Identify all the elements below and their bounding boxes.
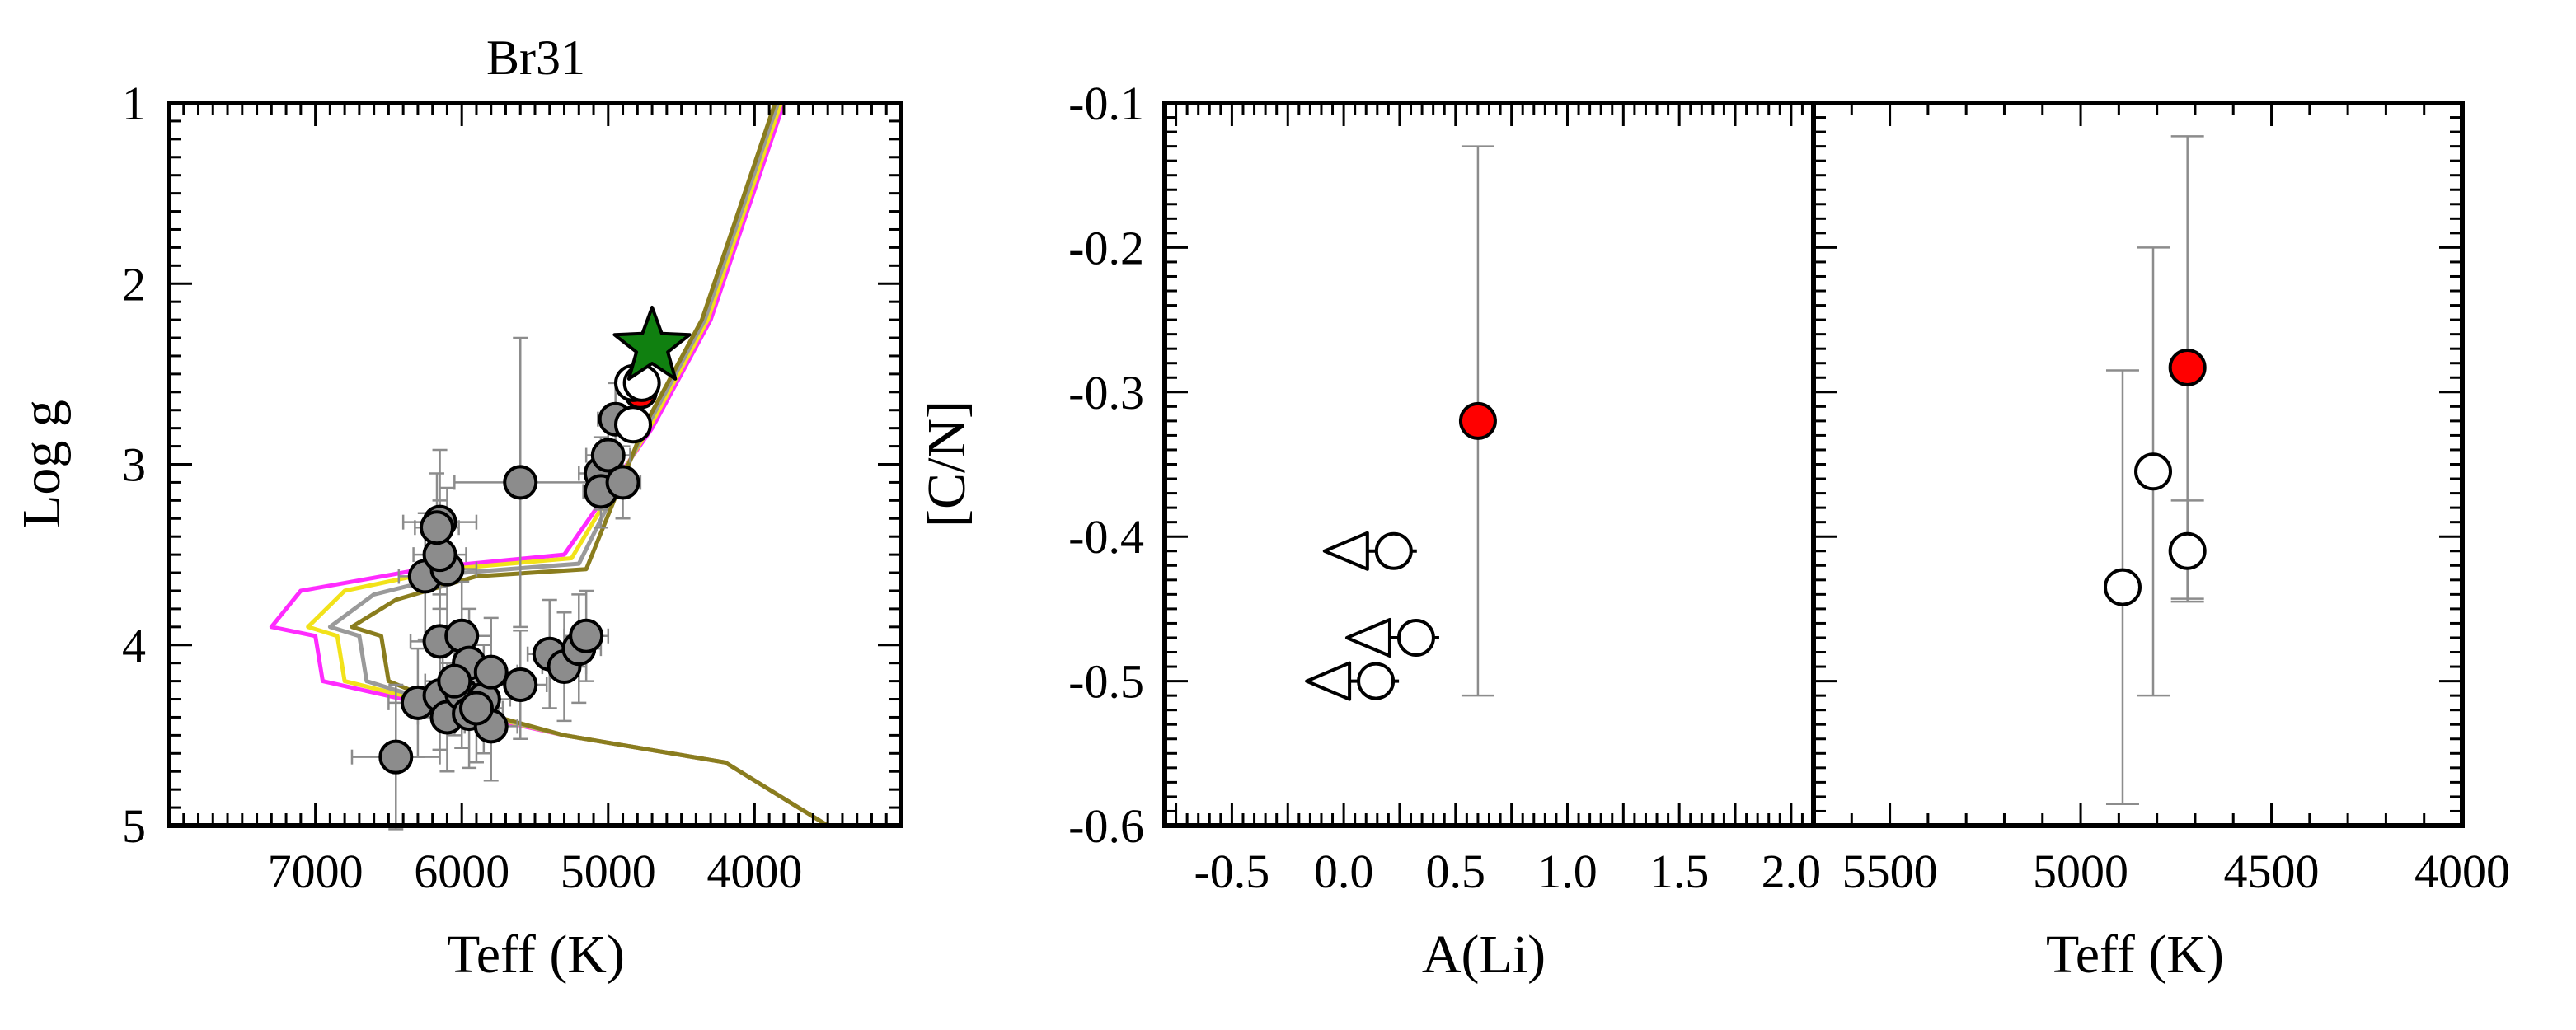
x-tick-label: -0.5 — [1194, 845, 1269, 898]
giant-cn-point — [2103, 568, 2142, 606]
y-tick-label: -0.4 — [1068, 510, 1144, 564]
x-tick-label: 0.5 — [1426, 845, 1486, 898]
upper-limit-arrow — [1344, 617, 1391, 658]
y-tick-label: -0.2 — [1068, 221, 1144, 274]
target-point — [2168, 348, 2207, 386]
y-tick-label: 4 — [122, 619, 146, 672]
cn-ali-axis-ticks — [1163, 101, 1815, 827]
y-tick-label: 2 — [122, 257, 146, 311]
hr-plot-frame — [167, 101, 903, 828]
x-tick-label: 7000 — [268, 845, 364, 898]
y-tick-label: 3 — [122, 438, 146, 492]
li-upper-limit-point — [1396, 618, 1435, 657]
x-tick-label: 1.5 — [1649, 845, 1710, 898]
y-tick-label: 5 — [122, 799, 146, 853]
isochrone-gray — [327, 102, 829, 828]
member-point — [437, 663, 472, 699]
giant-point — [613, 405, 652, 444]
y-tick-label: -0.6 — [1068, 799, 1144, 853]
li-upper-limit-point — [1374, 531, 1413, 570]
hr-axis-ticks — [167, 101, 903, 827]
member-point — [420, 510, 455, 545]
member-point — [503, 465, 538, 500]
cn-vs-ali-panel: -0.5 0.0 0.5 1.0 1.5 2.0-0.1-0.2-0.3-0.4-0.5-… — [917, 77, 1821, 985]
member-point — [605, 465, 640, 500]
hr-x-axis-label: Teff (K) — [447, 925, 625, 985]
isochrone-yellow — [306, 102, 829, 828]
y-tick-label: -0.3 — [1068, 366, 1144, 419]
giant-cn-point — [2168, 531, 2207, 570]
member-point — [569, 618, 604, 653]
y-tick-label: -0.1 — [1068, 77, 1144, 130]
target-point — [1458, 401, 1497, 440]
cn-vs-teff-panel: 5500 5000 4500 4000 Teff (K) — [1811, 101, 2510, 985]
x-tick-label: 0.0 — [1314, 845, 1374, 898]
cn-ali-plot-frame — [1162, 101, 1816, 828]
hr-diagram-panel: Br31 7000 6000 5000 4000 1 2 3 4 5 Teff (K) Log … — [12, 30, 903, 985]
member-point — [378, 739, 414, 775]
member-point — [458, 691, 494, 726]
x-tick-label: 4000 — [2414, 845, 2510, 898]
cn-teff-points — [2103, 135, 2207, 805]
cn-teff-tick-labels: 5500 5000 4500 4000 — [1842, 845, 2510, 898]
x-tick-label: 5000 — [2033, 845, 2128, 898]
li-upper-limit-point — [1357, 662, 1396, 700]
x-tick-label: 1.0 — [1537, 845, 1598, 898]
member-point — [473, 654, 509, 690]
cn-ali-x-axis-label: A(Li) — [1422, 925, 1546, 985]
y-tick-label: 1 — [122, 77, 146, 130]
isochrone-tracks — [269, 102, 829, 828]
member-points — [378, 306, 692, 775]
giant-cn-point — [2134, 452, 2173, 491]
cluster-star-marker — [612, 306, 692, 381]
cn-ali-points — [1305, 145, 1497, 701]
cn-teff-plot-frame — [1811, 101, 2465, 828]
x-tick-label: 5500 — [1842, 845, 1938, 898]
hr-panel-title: Br31 — [486, 30, 585, 85]
member-point — [503, 667, 538, 702]
x-tick-label: 4000 — [706, 845, 802, 898]
upper-limit-arrow — [1305, 661, 1352, 701]
x-tick-label: 4500 — [2224, 845, 2320, 898]
hr-y-axis-label: Log g — [12, 400, 72, 528]
member-point — [590, 438, 626, 473]
upper-limit-arrow — [1322, 531, 1369, 571]
x-tick-label: 6000 — [414, 845, 509, 898]
cn-y-axis-label: [C/N] — [917, 400, 977, 527]
x-tick-label: 5000 — [561, 845, 656, 898]
y-tick-label: -0.5 — [1068, 655, 1144, 709]
hr-tick-labels: 7000 6000 5000 4000 1 2 3 4 5 — [122, 77, 802, 898]
cn-teff-x-axis-label: Teff (K) — [2046, 925, 2224, 985]
x-tick-label: 2.0 — [1762, 845, 1822, 898]
cn-ali-tick-labels: -0.5 0.0 0.5 1.0 1.5 2.0-0.1-0.2-0.3-0.4-0.5-… — [1068, 77, 1821, 898]
